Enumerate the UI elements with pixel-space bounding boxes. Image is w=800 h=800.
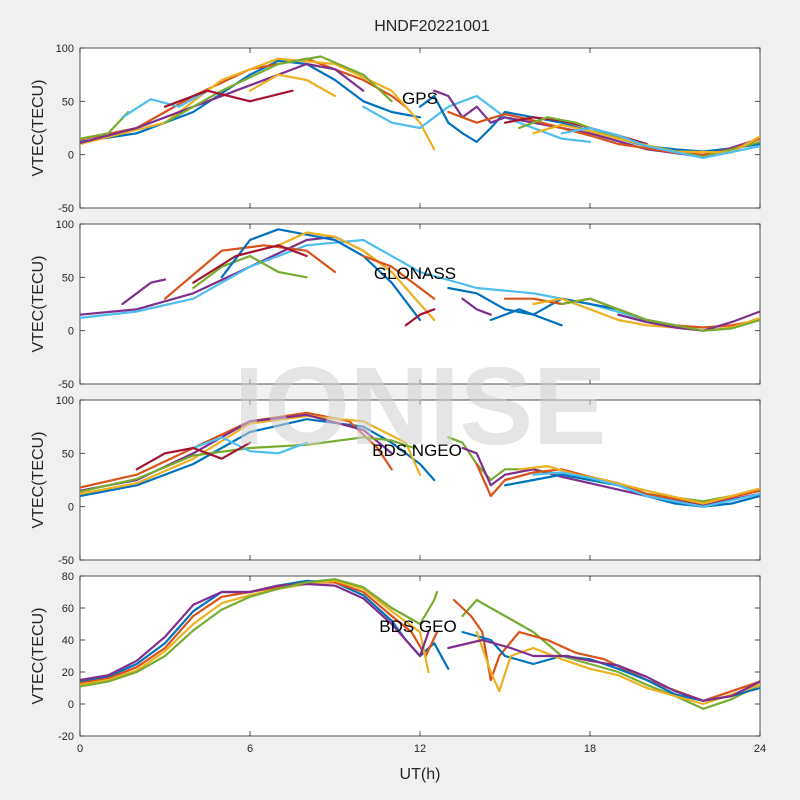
series-line (163, 55, 393, 124)
panel-3: -50 0 50 100 VTEC(TECU) BDS NGEO (30, 395, 761, 567)
y-axis-label: VTEC(TECU) (30, 608, 47, 705)
y-tick-label: 20 (62, 667, 74, 679)
y-tick-label: 50 (62, 272, 74, 284)
y-tick-label: -50 (58, 379, 74, 391)
y-tick-label: 100 (56, 219, 74, 231)
y-tick-label: -50 (58, 555, 74, 567)
series-line (163, 89, 294, 108)
series-line (532, 471, 760, 508)
series-line (192, 244, 308, 284)
series-line (192, 436, 308, 455)
watermark: IONISE (234, 345, 607, 468)
figure-title: HNDF20221001 (374, 18, 490, 35)
series-line (475, 630, 760, 706)
series-line (248, 73, 337, 98)
series-line (560, 297, 760, 332)
series-line (362, 94, 592, 143)
series-line (121, 278, 167, 306)
series-line (80, 110, 130, 140)
series-line (404, 308, 436, 327)
y-tick-label: 0 (68, 502, 74, 514)
y-axis-label: VTEC(TECU) (30, 80, 47, 177)
panel-annotation: BDS NGEO (372, 441, 462, 460)
y-tick-label: 50 (62, 96, 74, 108)
y-tick-label: 0 (68, 150, 74, 162)
series-line (461, 297, 492, 316)
y-tick-label: 100 (56, 43, 74, 55)
series-line (80, 578, 439, 688)
y-tick-label: 0 (68, 326, 74, 338)
series-line (220, 228, 422, 322)
y-tick-label: 60 (62, 603, 74, 615)
panel-annotation: GPS (402, 89, 438, 108)
x-tick-label: 12 (414, 743, 426, 755)
y-tick-label: 50 (62, 448, 74, 460)
x-tick-label: 0 (77, 743, 83, 755)
series-line (362, 254, 436, 300)
series-group (80, 55, 760, 159)
series-group (80, 578, 760, 710)
series-line (80, 62, 365, 144)
y-axis-label: VTEC(TECU) (30, 432, 47, 529)
series-line (447, 638, 760, 702)
y-tick-label: -50 (58, 203, 74, 215)
panel-annotation: BDS GEO (379, 617, 456, 636)
x-tick-label: 6 (247, 743, 253, 755)
panel-annotation: GLONASS (374, 264, 456, 283)
series-line (135, 441, 252, 471)
series-line (461, 598, 760, 710)
series-line (80, 581, 439, 685)
series-line (121, 89, 209, 119)
panel-2: -50 0 50 100 VTEC(TECU) GLONASS (30, 219, 761, 391)
series-line (163, 244, 337, 300)
x-tick-label: 18 (584, 743, 596, 755)
y-tick-label: 80 (62, 571, 74, 583)
series-group (80, 228, 760, 332)
series-line (192, 254, 308, 290)
series-group (80, 411, 760, 508)
series-line (80, 418, 436, 498)
series-line (489, 308, 563, 327)
panel-1: -50 0 50 100 VTEC(TECU) GPS (30, 43, 761, 215)
series-line (560, 126, 760, 159)
y-tick-label: 0 (68, 699, 74, 711)
series-line (80, 414, 422, 495)
x-axis-label: UT(h) (400, 766, 441, 783)
y-tick-label: -20 (58, 731, 74, 743)
y-axis-label: VTEC(TECU) (30, 256, 47, 353)
series-line (277, 231, 436, 322)
series-line (80, 582, 430, 682)
series-line (80, 436, 416, 493)
series-line (475, 462, 760, 505)
x-tick-label: 24 (754, 743, 766, 755)
series-line (452, 598, 760, 702)
y-tick-label: 40 (62, 635, 74, 647)
series-line (518, 465, 760, 505)
panels: -50 0 50 100 VTEC(TECU) GPS -50 0 50 100 VTEC(TECU… (30, 43, 766, 755)
y-tick-label: 100 (56, 395, 74, 407)
series-line (80, 57, 436, 151)
